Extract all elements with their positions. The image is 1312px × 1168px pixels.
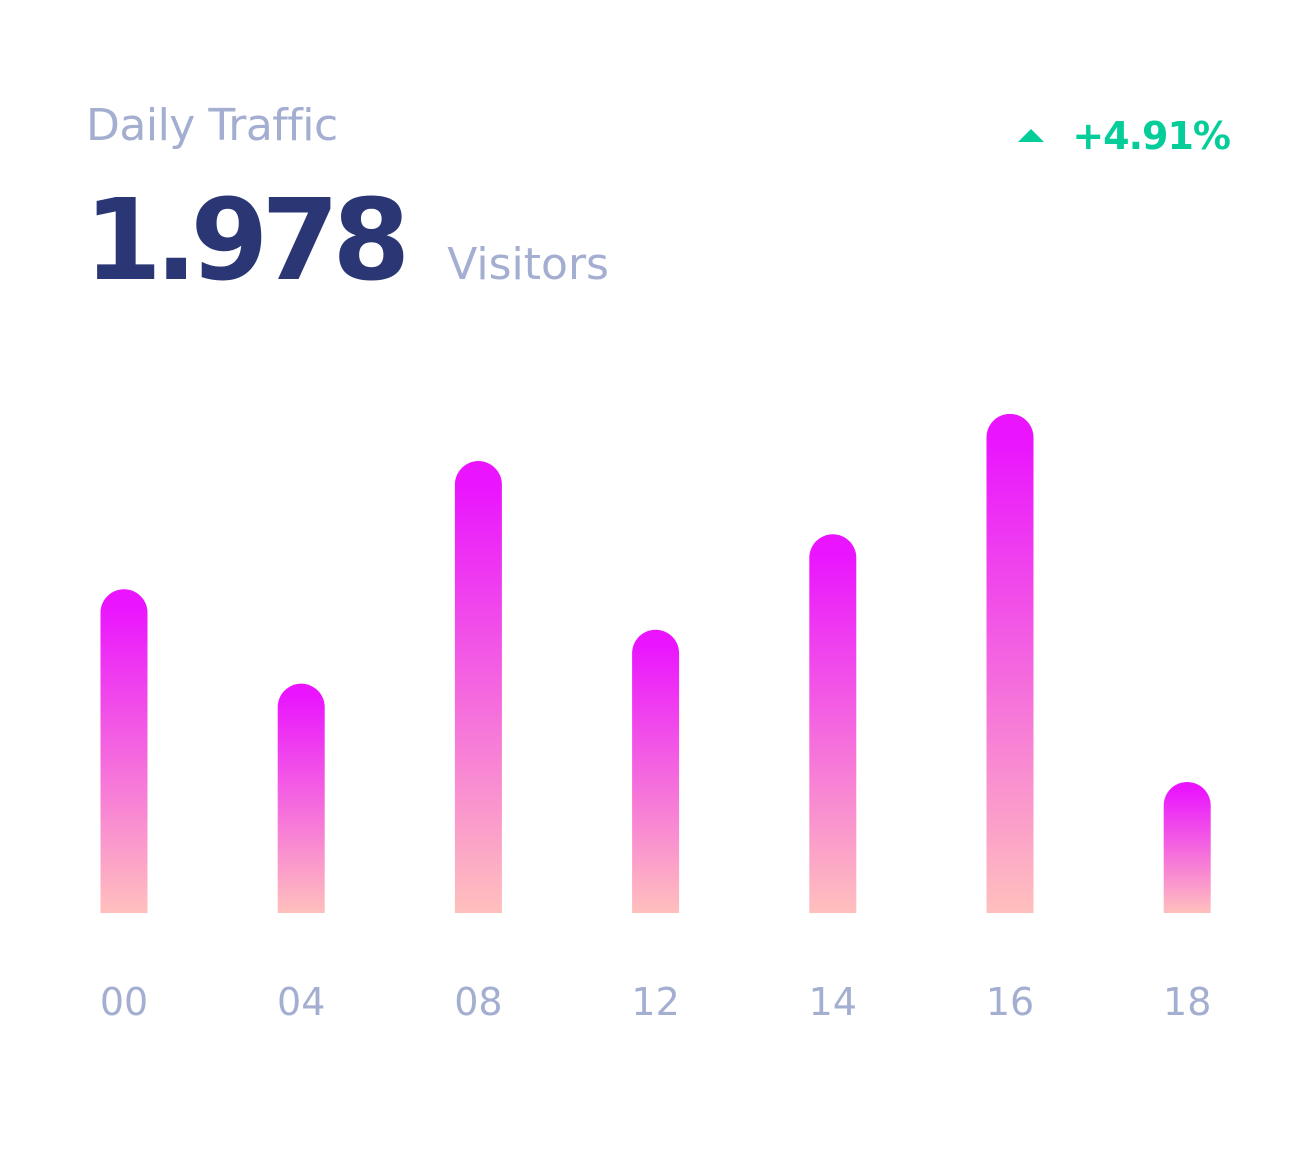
bar-12: [632, 629, 680, 913]
visitor-count: 1.978: [84, 176, 410, 306]
trend-indicator: +4.91%: [1018, 112, 1231, 160]
x-tick-label: 12: [631, 980, 679, 1024]
bar-14: [809, 534, 857, 913]
visitor-unit: Visitors: [447, 239, 609, 290]
card-title: Daily Traffic: [86, 100, 338, 151]
x-tick-label: 08: [454, 980, 502, 1024]
trend-value: +4.91%: [1072, 114, 1231, 158]
bar-08: [454, 461, 502, 913]
x-tick-label: 18: [1163, 980, 1211, 1024]
bar-18: [1163, 781, 1211, 913]
x-tick-label: 14: [809, 980, 857, 1024]
x-tick-label: 04: [277, 980, 325, 1024]
visitor-summary: 1.978 Visitors: [84, 182, 609, 300]
arrow-up-icon: [1018, 128, 1045, 142]
bar-00: [100, 589, 148, 913]
x-tick-label: 00: [100, 980, 148, 1024]
bar-04: [277, 683, 325, 913]
x-tick-label: 16: [986, 980, 1034, 1024]
bar-16: [986, 413, 1034, 913]
